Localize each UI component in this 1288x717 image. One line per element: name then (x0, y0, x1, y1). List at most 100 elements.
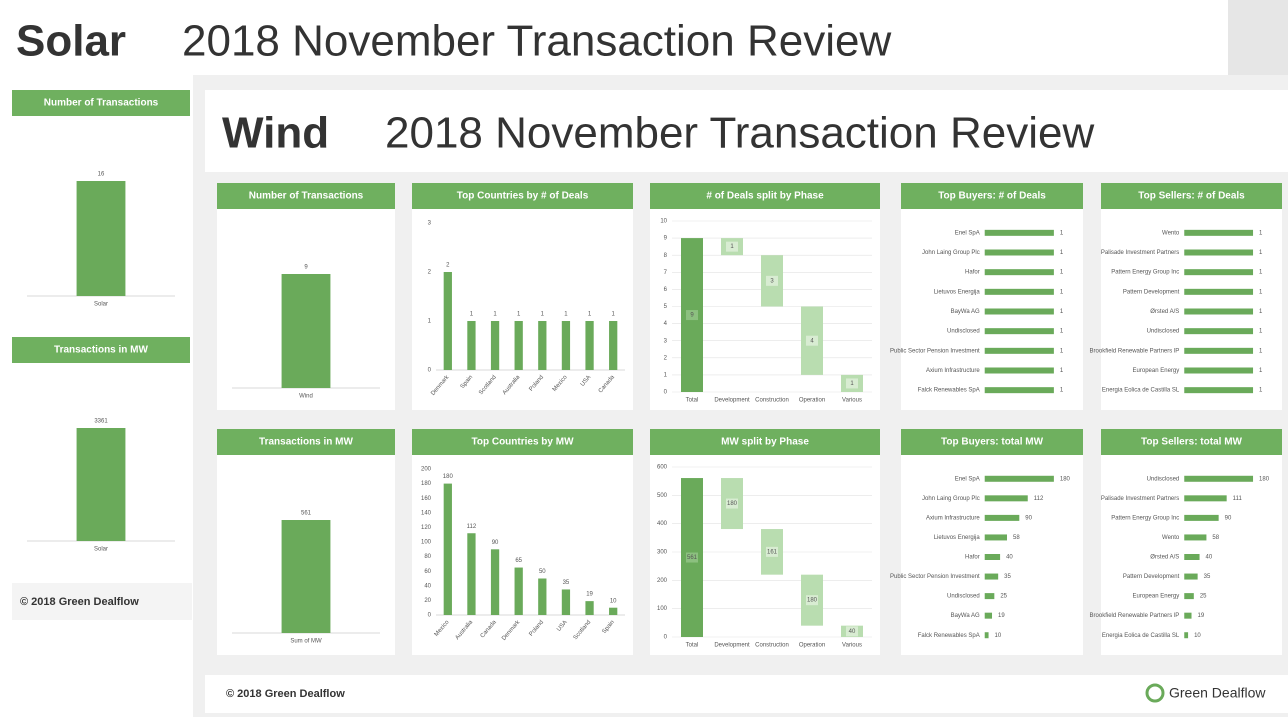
y-tick-label: Public Sector Pension Investment (890, 348, 980, 354)
y-tick-label: Axium Infrastructure (926, 368, 980, 374)
data-label: 1 (1060, 388, 1064, 394)
wind-title: 2018 November Transaction Review (385, 109, 1094, 158)
y-tick-label: BayWa AG (951, 309, 980, 315)
data-label: 1 (850, 381, 854, 387)
bar (984, 229, 1054, 236)
bar (984, 269, 1054, 276)
data-label: 35 (563, 580, 570, 586)
data-label: 2 (446, 263, 450, 269)
solar-footer (12, 583, 192, 620)
data-label: 25 (1000, 594, 1007, 600)
label-box (726, 241, 738, 252)
bar (1184, 328, 1254, 335)
wind-header (205, 90, 1288, 172)
y-tick-label: Pattern Development (1123, 289, 1180, 295)
data-label: 111 (1233, 496, 1243, 502)
panel-header (1101, 183, 1282, 209)
data-label: 35 (1004, 574, 1011, 580)
y-tick-label: 160 (421, 496, 432, 502)
panel-title: MW split by Phase (721, 437, 809, 448)
x-tick-label: Construction (755, 643, 789, 649)
y-tick-label: 100 (657, 606, 668, 612)
bar (984, 387, 1054, 394)
y-tick-label: 100 (421, 540, 432, 546)
bar (1184, 612, 1192, 619)
label-box (806, 335, 818, 346)
y-tick-label: 140 (421, 510, 432, 516)
data-label: 40 (849, 629, 856, 635)
data-label: 1 (730, 244, 734, 250)
y-tick-label: Falck Renewables SpA (918, 388, 980, 394)
y-tick-label: Lietuvos Energija (934, 289, 981, 295)
x-tick-label: Operation (799, 643, 825, 649)
y-tick-label: Falck Renewables SpA (918, 633, 980, 639)
panel-header (650, 429, 880, 455)
data-label: 9 (690, 313, 694, 319)
data-label: 25 (1200, 594, 1207, 600)
x-tick-label: Solar (94, 302, 108, 308)
y-tick-label: Pattern Energy Group Inc (1111, 270, 1179, 276)
panel-header (412, 183, 633, 209)
bar (609, 321, 618, 370)
y-tick-label: 0 (664, 390, 668, 396)
panel-header (12, 337, 190, 363)
x-tick-label: Operation (799, 398, 825, 404)
y-tick-label: 3 (428, 221, 432, 227)
y-tick-label: 5 (664, 304, 668, 310)
data-label: 1 (1259, 329, 1263, 335)
y-tick-label: 6 (664, 287, 668, 293)
panel-title: Top Countries by MW (471, 437, 574, 448)
panel-header (12, 90, 190, 116)
y-tick-label: Palisade Investment Partners (1101, 496, 1179, 502)
panel-title: Top Sellers: # of Deals (1138, 191, 1245, 202)
y-tick-label: 0 (428, 368, 432, 374)
bar (984, 367, 1054, 374)
panel-title: Top Countries by # of Deals (457, 191, 589, 202)
data-label: 180 (807, 598, 818, 604)
logo-text: Green Dealflow (1169, 685, 1266, 701)
bar (984, 249, 1054, 256)
y-tick-label: European Energy (1133, 594, 1180, 600)
data-label: 1 (541, 312, 545, 318)
bar (585, 601, 594, 615)
bar (1184, 534, 1207, 541)
data-label: 3 (770, 278, 774, 284)
data-label: 1 (1060, 250, 1064, 256)
panel-title: Top Buyers: # of Deals (938, 191, 1046, 202)
x-tick-label: Various (842, 643, 862, 649)
bar (609, 607, 618, 615)
y-tick-label: 3 (664, 338, 668, 344)
bar (538, 578, 547, 615)
y-tick-label: Public Sector Pension Investment (890, 574, 980, 580)
bar (984, 573, 999, 580)
solar-footer-text: © 2018 Green Dealflow (20, 596, 139, 608)
y-tick-label: John Laing Group Plc (922, 250, 980, 256)
x-tick-label: Wind (299, 394, 313, 400)
y-tick-label: 300 (657, 550, 668, 556)
data-label: 1 (1259, 230, 1263, 236)
data-label: 19 (586, 592, 593, 598)
bar (561, 589, 571, 615)
data-label: 1 (470, 312, 474, 318)
solar-title: 2018 November Transaction Review (182, 17, 891, 66)
x-tick-label: Sum of MW (290, 639, 322, 645)
x-tick-label: Development (714, 643, 750, 649)
data-label: 561 (687, 555, 698, 561)
data-label: 10 (1194, 633, 1201, 639)
y-tick-label: Wento (1162, 535, 1180, 541)
y-tick-label: Energia Eolica de Castilla SL (1102, 388, 1180, 394)
y-tick-label: 2 (428, 270, 432, 276)
background-strip (1228, 0, 1288, 75)
y-tick-label: Undisclosed (947, 594, 980, 600)
panel-header (217, 429, 395, 455)
bar (1184, 554, 1200, 560)
bar (1184, 229, 1254, 236)
bar (984, 495, 1028, 502)
y-tick-label: 80 (424, 554, 431, 560)
panel-header (650, 183, 880, 209)
data-label: 161 (767, 549, 778, 555)
data-label: 1 (564, 312, 568, 318)
solar-label: Solar (16, 17, 126, 66)
y-tick-label: 400 (657, 521, 668, 527)
